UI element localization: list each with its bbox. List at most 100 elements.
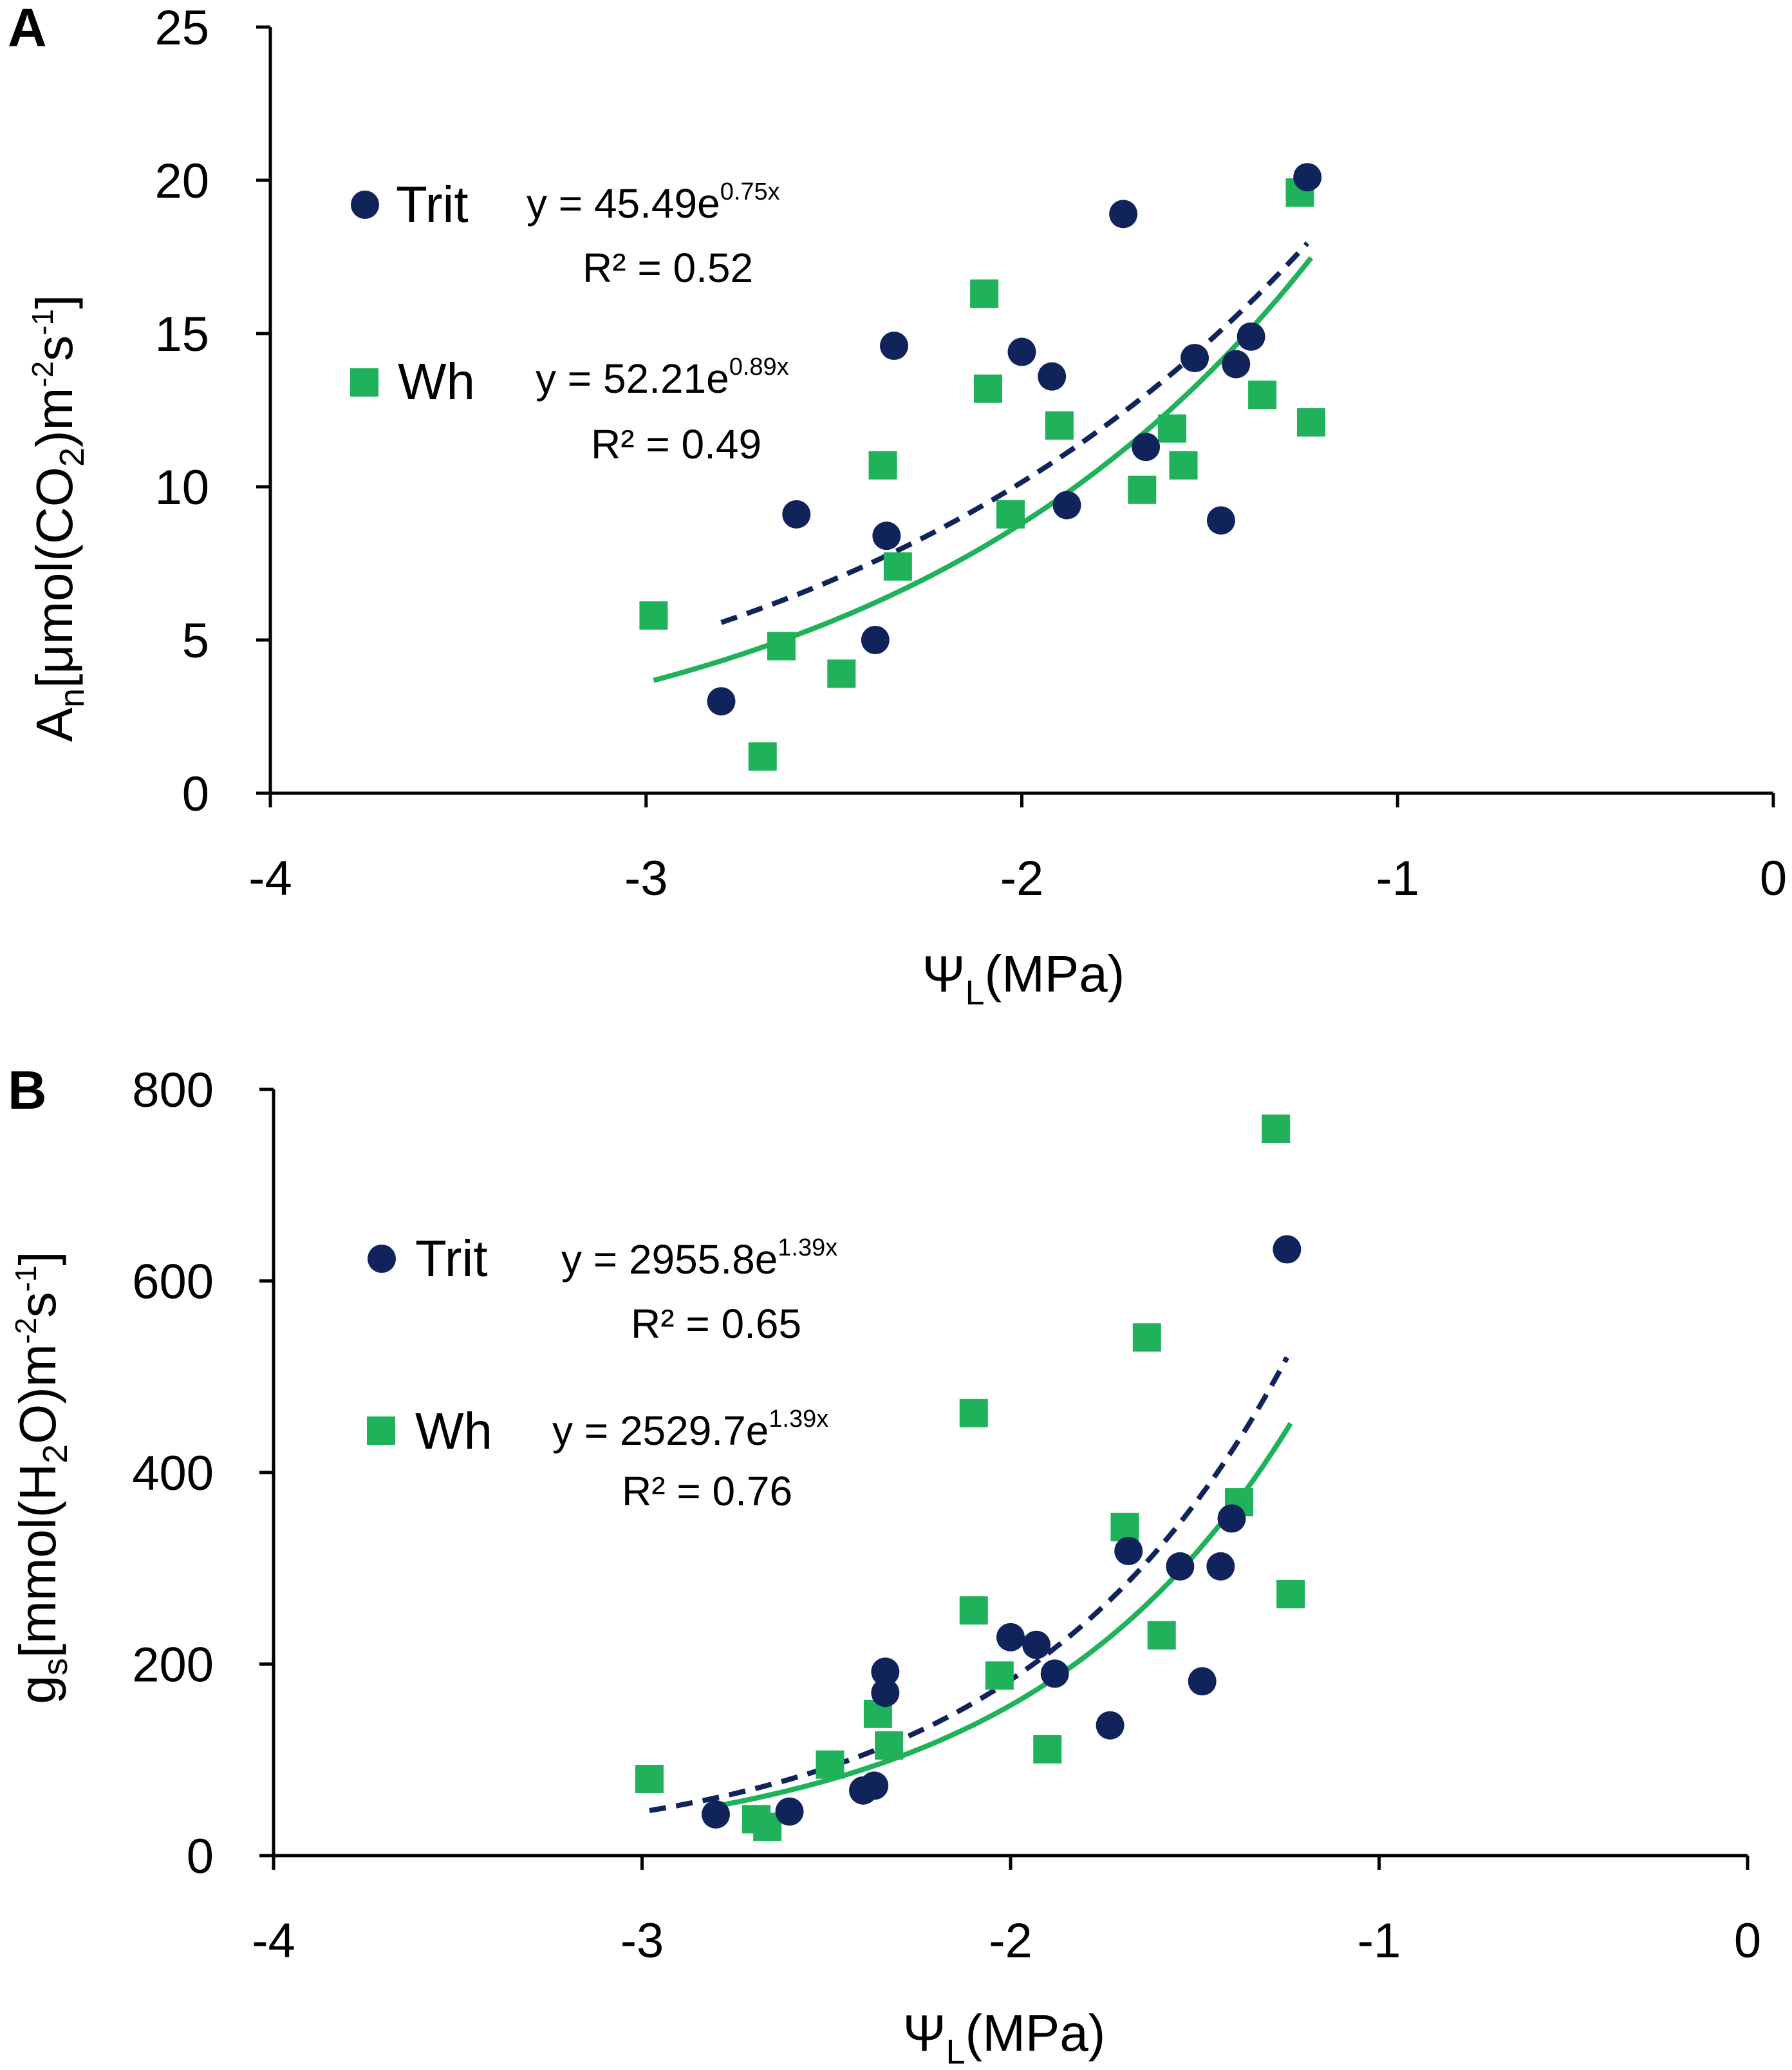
panel-b-legend-trit-marker bbox=[368, 1245, 396, 1273]
panel-b-wh-point bbox=[1110, 1512, 1139, 1541]
panel-a-wh-point bbox=[883, 552, 912, 581]
panel-a-trit-point bbox=[782, 500, 811, 529]
panel-a-wh-point bbox=[1045, 411, 1074, 440]
panel-b-trit-point bbox=[1206, 1552, 1235, 1581]
panel-a-legend-trit-marker bbox=[351, 191, 379, 219]
panel-b-trit-point bbox=[1096, 1711, 1125, 1740]
panel-a-x-tick-label: 0 bbox=[1760, 851, 1787, 906]
panel-a-trit-point bbox=[1222, 350, 1251, 379]
panel-b-trit-fit-curve bbox=[649, 1356, 1289, 1814]
panel-a-wh-point bbox=[1296, 408, 1325, 437]
panel-a-trit-point bbox=[1038, 362, 1067, 391]
panel-a-legend-wh-label: Wh bbox=[398, 353, 475, 410]
panel-b-wh-r2: R² = 0.76 bbox=[622, 1468, 792, 1514]
panel-b-label: B bbox=[8, 1060, 47, 1120]
panel-a-label: A bbox=[8, 0, 47, 58]
panel-b-wh-fit-curve bbox=[715, 1422, 1293, 1809]
panel-b-trit-equation: y = 2955.8e1.39x bbox=[561, 1234, 837, 1283]
panel-a-wh-point bbox=[1128, 475, 1157, 504]
panel-a-legend-trit-label: Trit bbox=[396, 176, 469, 233]
panel-b-trit-point bbox=[1217, 1504, 1246, 1533]
panel-a-wh-point bbox=[970, 279, 999, 308]
panel-b-y-tick-label: 600 bbox=[132, 1255, 214, 1310]
panel-a-x-tick-label: -1 bbox=[1376, 851, 1419, 906]
panel-a-trit-point bbox=[1181, 344, 1209, 373]
panel-a-wh-point bbox=[973, 374, 1002, 403]
panel-a-trit-point bbox=[1293, 163, 1322, 192]
panel-b-trit-point bbox=[1022, 1630, 1051, 1659]
panel-a-y-axis-title: An[μmol(CO2)m-2s-1] bbox=[26, 295, 91, 742]
panel-b-y-tick-label: 0 bbox=[187, 1829, 214, 1884]
panel-b-trit-point bbox=[702, 1800, 730, 1829]
panel-b-wh-point bbox=[1262, 1114, 1291, 1143]
panel-a-wh-equation: y = 52.21e0.89x bbox=[536, 353, 789, 402]
panel-a-trit-equation: y = 45.49e0.75x bbox=[527, 178, 780, 227]
panel-b-trit-point bbox=[996, 1623, 1025, 1651]
panel-b-trit-point bbox=[871, 1657, 900, 1686]
panel-b-legend-wh-marker bbox=[367, 1416, 395, 1445]
panel-b-x-axis-title: ΨL(MPa) bbox=[903, 2004, 1106, 2070]
panel-b-x-tick-label: -2 bbox=[989, 1914, 1032, 1968]
panel-a-y-tick-label: 20 bbox=[154, 154, 209, 209]
panel-b-legend-wh-label: Wh bbox=[415, 1402, 492, 1460]
panel-a-y-tick-label: 5 bbox=[182, 614, 209, 668]
panel-a-trit-point bbox=[1206, 506, 1235, 535]
panel-a-chart: A 0 5 10 15 20 25 -4 -3 -2 -1 0 An[μmol(CO2)m-2s-1… bbox=[8, 0, 1787, 1012]
panel-a-wh-r2: R² = 0.49 bbox=[591, 421, 761, 467]
panel-a-trit-point bbox=[1132, 433, 1161, 462]
panel-a-trit-point bbox=[1109, 200, 1138, 229]
panel-b-trit-r2: R² = 0.65 bbox=[631, 1301, 801, 1347]
panel-b-wh-point bbox=[1132, 1323, 1161, 1352]
panel-a-trit-fit-curve bbox=[720, 241, 1310, 625]
panel-b-y-tick-label: 200 bbox=[132, 1638, 214, 1693]
panel-a-y-tick-label: 10 bbox=[154, 460, 209, 515]
panel-a-wh-fit-curve bbox=[653, 256, 1314, 683]
panel-a-trit-point bbox=[1052, 491, 1081, 520]
panel-b-x-tick-label: -1 bbox=[1358, 1914, 1401, 1968]
panel-b-chart: B 0 200 400 600 800 -4 -3 -2 -1 0 gs[mmol(H2O)m-2… bbox=[8, 1060, 1761, 2070]
panel-a-trit-point bbox=[861, 626, 890, 654]
panel-a-wh-point bbox=[639, 601, 668, 630]
panel-a-x-axis-title: ΨL(MPa) bbox=[922, 945, 1125, 1012]
panel-a-wh-point bbox=[1158, 414, 1186, 443]
panel-a-wh-point bbox=[996, 500, 1025, 529]
panel-b-wh-point bbox=[959, 1398, 988, 1427]
panel-b-wh-point bbox=[985, 1661, 1014, 1690]
panel-b-wh-point bbox=[875, 1731, 904, 1760]
panel-b-trit-point bbox=[860, 1771, 889, 1800]
panel-b-y-axis-title: gs[mmol(H2O)m-2s-1] bbox=[9, 1251, 75, 1704]
panel-b-trit-point bbox=[775, 1797, 804, 1826]
panel-b-y-tick-label: 800 bbox=[132, 1063, 214, 1118]
panel-b-trit-point bbox=[1114, 1536, 1143, 1565]
panel-b-y-tick-label: 400 bbox=[132, 1446, 214, 1501]
panel-b-trit-point bbox=[1188, 1667, 1217, 1696]
panel-b-trit-point bbox=[1040, 1659, 1069, 1688]
panel-b-wh-point bbox=[635, 1765, 664, 1793]
panel-a-legend-wh-marker bbox=[350, 368, 378, 397]
panel-a-trit-point bbox=[1237, 322, 1265, 351]
panel-a-x-tick-label: -4 bbox=[248, 851, 292, 906]
panel-a-trit-point bbox=[872, 522, 901, 550]
panel-a-trit-point bbox=[1007, 337, 1036, 366]
panel-a-y-tick-label: 15 bbox=[154, 307, 209, 362]
panel-a-y-tick-label: 0 bbox=[182, 767, 209, 822]
panel-b-wh-point bbox=[816, 1750, 845, 1779]
panel-b-legend-trit-label: Trit bbox=[415, 1230, 488, 1287]
panel-a-wh-point bbox=[767, 632, 796, 661]
panel-b-trit-point bbox=[1273, 1235, 1302, 1264]
panel-a-wh-point bbox=[1169, 451, 1198, 480]
panel-a-wh-point bbox=[748, 742, 777, 771]
panel-a-trit-point bbox=[880, 332, 909, 361]
panel-a-wh-point bbox=[1248, 381, 1277, 409]
panel-a-trit-point bbox=[707, 687, 736, 716]
panel-b-wh-point bbox=[1276, 1579, 1305, 1608]
panel-a-trit-r2: R² = 0.52 bbox=[583, 245, 753, 291]
panel-a-wh-point bbox=[827, 659, 856, 688]
panel-b-wh-point bbox=[1033, 1735, 1062, 1764]
panel-b-x-tick-label: -4 bbox=[252, 1914, 295, 1968]
panel-b-trit-point bbox=[1166, 1552, 1195, 1581]
panel-a-x-tick-label: -3 bbox=[624, 851, 668, 906]
panel-b-wh-equation: y = 2529.7e1.39x bbox=[552, 1406, 828, 1454]
panel-a-wh-point bbox=[868, 451, 897, 480]
